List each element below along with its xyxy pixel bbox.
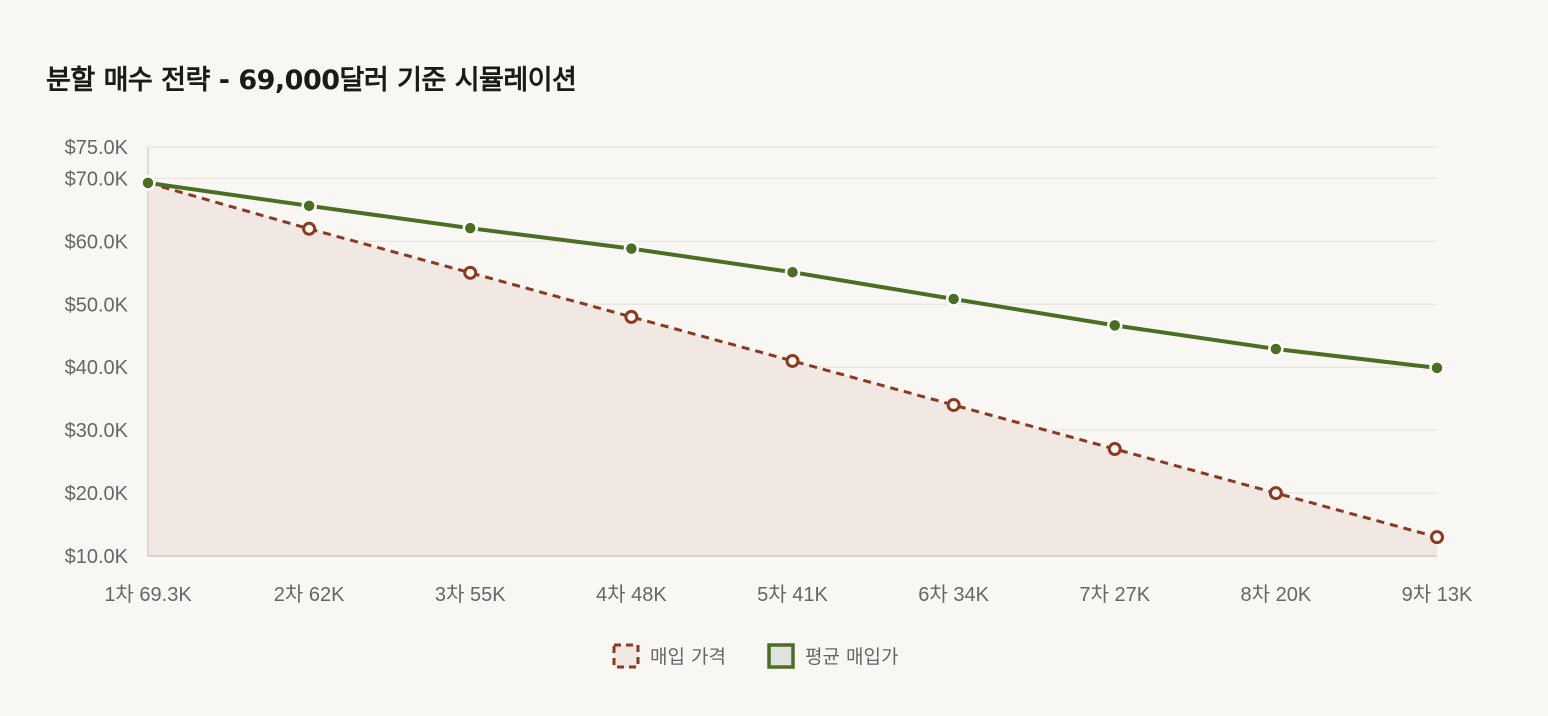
- x-tick-label: 9차 13K: [1402, 583, 1473, 606]
- legend-swatch: [767, 643, 795, 669]
- y-tick-label: $75.0K: [65, 137, 129, 159]
- y-tick-label: $70.0K: [65, 168, 129, 190]
- x-tick-label: 3차 55K: [435, 583, 506, 606]
- x-tick-label: 5차 41K: [757, 583, 828, 606]
- x-tick-label: 7차 27K: [1079, 583, 1150, 606]
- x-axis-labels: 1차 69.3K 2차 62K 3차 55K 4차 48K 5차 41K 6차 34K 7차…: [104, 583, 1473, 606]
- data-point: [945, 291, 962, 307]
- data-point: [301, 198, 317, 214]
- y-tick-label: $60.0K: [65, 231, 129, 253]
- x-tick-label: 1차 69.3K: [104, 583, 192, 606]
- data-point: [1430, 530, 1444, 545]
- y-tick-label: $50.0K: [65, 294, 129, 316]
- data-point: [463, 265, 478, 280]
- data-point: [1268, 486, 1283, 501]
- data-point: [140, 175, 156, 191]
- legend-label: 평균 매입가: [805, 646, 898, 668]
- data-point: [1268, 341, 1284, 357]
- y-tick-label: $10.0K: [65, 546, 129, 568]
- x-tick-label: 4차 48K: [596, 583, 667, 606]
- y-tick-label: $30.0K: [65, 420, 129, 442]
- data-point: [624, 309, 639, 324]
- axes: [147, 147, 1437, 557]
- y-tick-label: $40.0K: [65, 357, 129, 379]
- y-tick-label: $20.0K: [65, 483, 129, 505]
- data-point: [623, 240, 640, 257]
- x-tick-label: 6차 34K: [918, 583, 989, 606]
- data-point: [784, 264, 801, 280]
- data-point: [1107, 317, 1123, 334]
- y-axis-labels: $10.0K $20.0K $30.0K $40.0K $50.0K $60.0K $70.…: [65, 137, 129, 568]
- data-point: [946, 397, 961, 412]
- legend-label: 매입 가격: [650, 646, 726, 668]
- x-tick-label: 2차 62K: [274, 583, 345, 606]
- data-point: [1107, 442, 1122, 457]
- x-tick-label: 8차 20K: [1241, 583, 1312, 606]
- legend-swatch: [612, 643, 640, 669]
- data-point: [1429, 360, 1445, 376]
- legend: 매입 가격 평균 매입가: [612, 643, 898, 669]
- series-markers: [140, 175, 1445, 545]
- chart-title: 분할 매수 전략 - 69,000달러 기준 시뮬레이션: [46, 65, 577, 96]
- data-point: [302, 221, 317, 236]
- data-point: [462, 220, 478, 236]
- data-point: [785, 353, 800, 368]
